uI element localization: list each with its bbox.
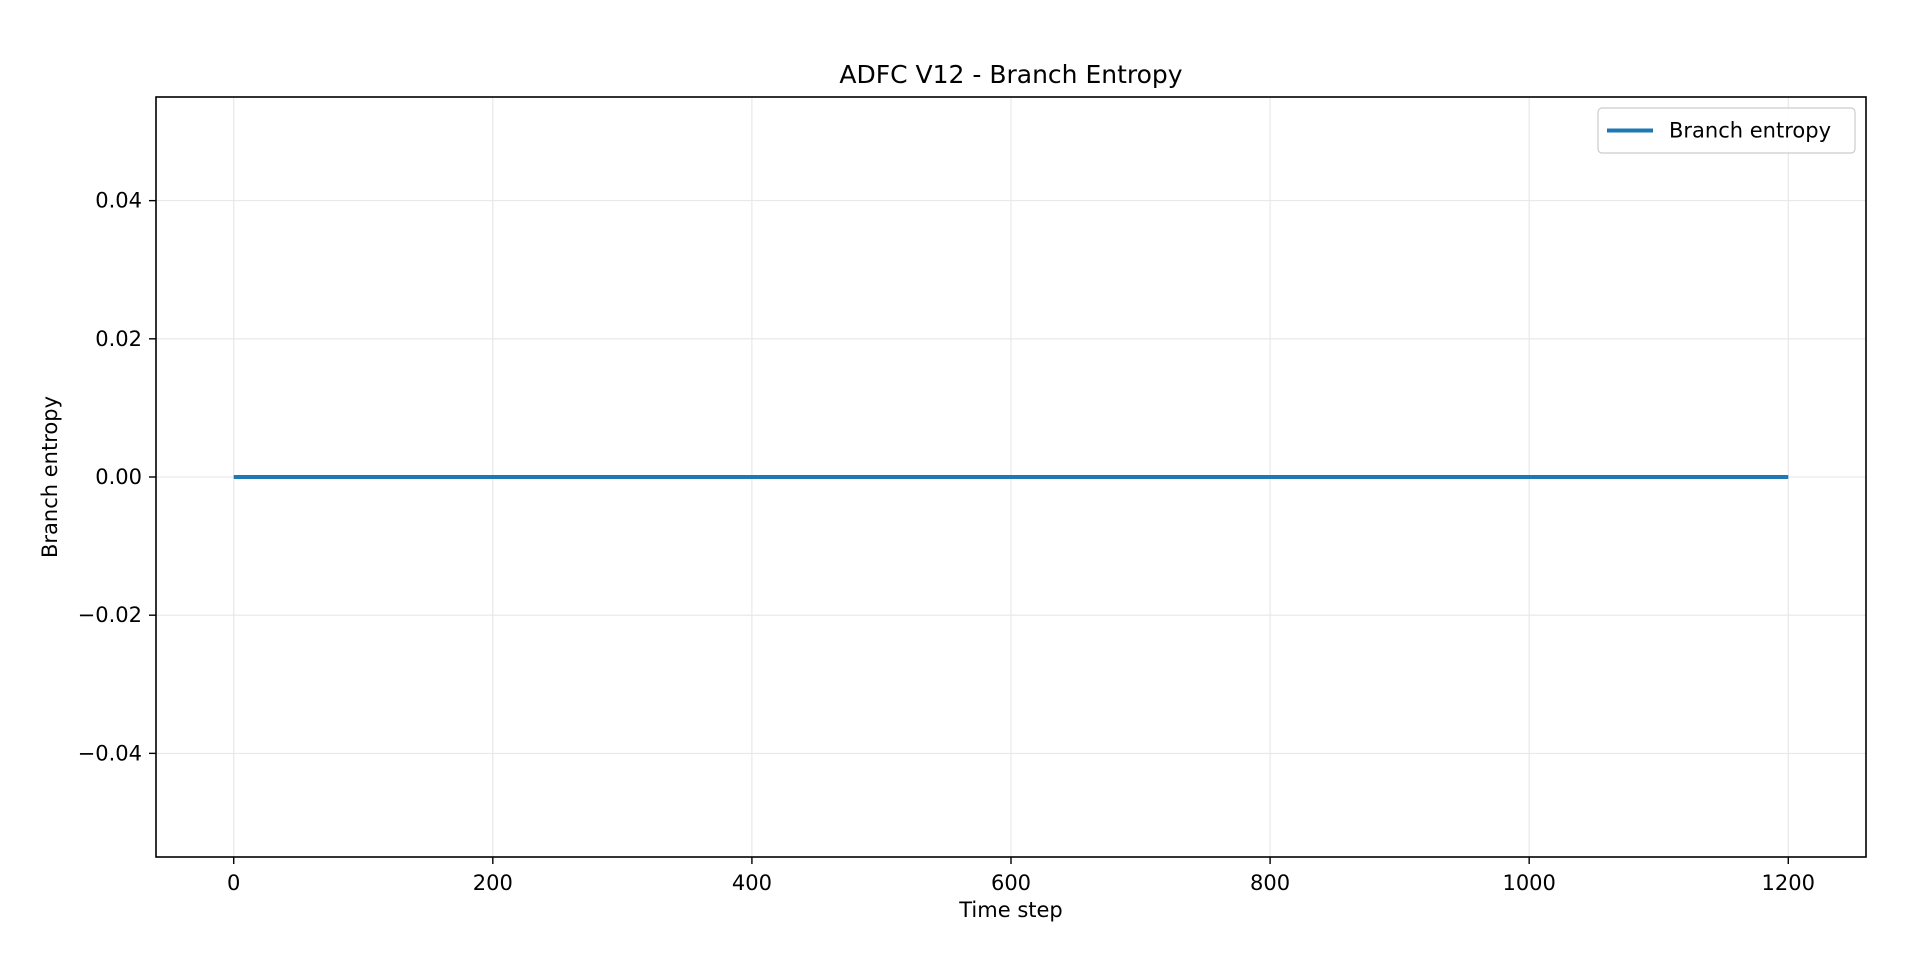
y-tick-label: 0.00 [95,465,142,489]
y-tick-label: 0.02 [95,327,142,351]
y-axis: −0.04 −0.02 0.00 0.02 0.04 [78,189,156,765]
x-tick-label: 600 [991,871,1031,895]
x-tick-label: 0 [227,871,240,895]
x-tick-label: 200 [473,871,513,895]
y-tick-label: −0.04 [78,741,142,765]
y-tick-label: 0.04 [95,189,142,213]
chart-title: ADFC V12 - Branch Entropy [839,60,1182,89]
x-axis-label: Time step [958,898,1063,922]
legend-box [1597,107,1856,154]
x-tick-label: 400 [732,871,772,895]
legend-label: Branch entropy [1669,119,1831,143]
x-tick-label: 1200 [1762,871,1815,895]
x-tick-label: 1000 [1502,871,1555,895]
y-axis-label: Branch entropy [38,396,62,558]
legend: Branch entropy [1597,107,1856,154]
x-tick-label: 800 [1250,871,1290,895]
x-axis: 0 200 400 600 800 1000 1200 [227,857,1815,895]
y-tick-label: −0.02 [78,603,142,627]
